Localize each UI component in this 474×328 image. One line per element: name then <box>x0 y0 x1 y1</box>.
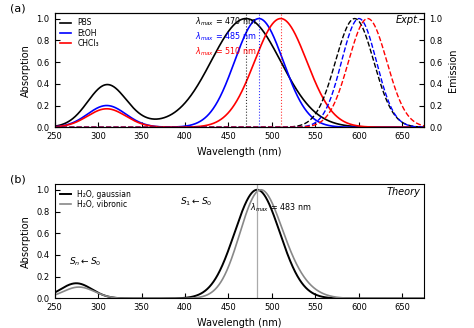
Y-axis label: Emission: Emission <box>448 49 458 92</box>
H₂O, vibronic <box>426 297 431 300</box>
H₂O, gaussian <box>426 297 431 300</box>
H₂O, gaussian <box>346 297 352 300</box>
CHCl₃ <box>234 99 239 103</box>
Text: $\lambda_{max}$ = 510 nm: $\lambda_{max}$ = 510 nm <box>195 45 256 58</box>
PBS <box>243 17 249 21</box>
CHCl₃ <box>71 121 76 125</box>
EtOH <box>234 54 239 58</box>
PBS <box>426 125 431 129</box>
Text: (a): (a) <box>10 3 26 13</box>
Line: H₂O, gaussian: H₂O, gaussian <box>55 190 428 298</box>
PBS <box>415 125 420 129</box>
EtOH <box>415 125 421 129</box>
H₂O, vibronic <box>415 297 420 300</box>
H₂O, vibronic <box>71 286 76 290</box>
CHCl₃ <box>415 125 420 129</box>
Text: (b): (b) <box>10 174 26 184</box>
CHCl₃ <box>52 125 57 129</box>
PBS <box>346 124 352 128</box>
EtOH <box>346 125 352 129</box>
PBS <box>71 116 76 120</box>
PBS <box>415 125 421 129</box>
EtOH <box>52 125 57 129</box>
H₂O, gaussian <box>415 297 420 300</box>
H₂O, gaussian <box>255 188 260 192</box>
EtOH <box>224 81 229 85</box>
X-axis label: Wavelength (nm): Wavelength (nm) <box>197 318 282 328</box>
Line: PBS: PBS <box>55 19 428 127</box>
Line: EtOH: EtOH <box>55 19 428 127</box>
Legend: H₂O, gaussian, H₂O, vibronic: H₂O, gaussian, H₂O, vibronic <box>58 188 133 210</box>
H₂O, gaussian <box>52 291 57 295</box>
H₂O, vibronic <box>258 188 264 192</box>
Y-axis label: Absorption: Absorption <box>21 44 31 97</box>
Text: $\lambda_{max}$ = 483 nm: $\lambda_{max}$ = 483 nm <box>250 201 312 214</box>
Line: CHCl₃: CHCl₃ <box>55 19 428 127</box>
PBS <box>224 32 229 36</box>
H₂O, gaussian <box>71 281 76 285</box>
EtOH <box>415 125 420 129</box>
EtOH <box>71 120 76 124</box>
H₂O, vibronic <box>415 297 421 300</box>
Line: H₂O, vibronic: H₂O, vibronic <box>55 190 428 298</box>
Y-axis label: Absorption: Absorption <box>21 215 31 268</box>
CHCl₃ <box>346 122 352 126</box>
Text: $\lambda_{max}$ = 470 nm: $\lambda_{max}$ = 470 nm <box>195 15 256 28</box>
H₂O, vibronic <box>234 242 239 246</box>
EtOH <box>256 17 262 21</box>
Text: Expt.: Expt. <box>395 15 420 25</box>
CHCl₃ <box>224 113 229 117</box>
Text: $\lambda_{max}$ = 485 nm: $\lambda_{max}$ = 485 nm <box>195 30 256 43</box>
H₂O, gaussian <box>224 253 229 257</box>
CHCl₃ <box>278 17 283 21</box>
H₂O, vibronic <box>224 269 229 273</box>
X-axis label: Wavelength (nm): Wavelength (nm) <box>197 147 282 157</box>
Legend: PBS, EtOH, CHCl₃: PBS, EtOH, CHCl₃ <box>58 17 100 49</box>
Text: $S_1\leftarrow S_0$: $S_1\leftarrow S_0$ <box>180 196 212 208</box>
EtOH <box>426 125 431 129</box>
H₂O, vibronic <box>52 293 57 297</box>
H₂O, vibronic <box>346 296 352 300</box>
H₂O, gaussian <box>415 297 421 300</box>
PBS <box>234 21 239 25</box>
H₂O, gaussian <box>234 225 239 229</box>
Text: Theory: Theory <box>387 187 420 196</box>
CHCl₃ <box>415 125 421 129</box>
CHCl₃ <box>426 125 431 129</box>
Text: $S_n\leftarrow S_0$: $S_n\leftarrow S_0$ <box>69 255 101 268</box>
PBS <box>52 124 57 128</box>
